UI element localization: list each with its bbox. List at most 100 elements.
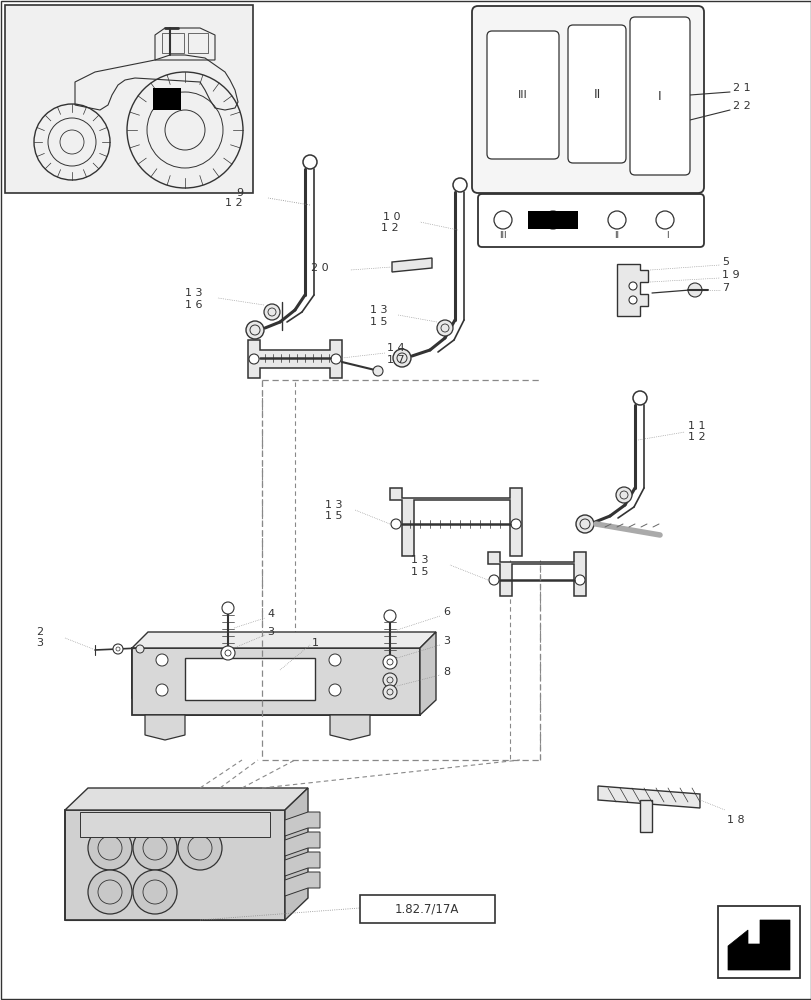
Circle shape bbox=[383, 673, 397, 687]
Bar bbox=[185, 658, 315, 700]
Text: 1 5: 1 5 bbox=[370, 317, 387, 327]
Text: 1 5: 1 5 bbox=[324, 511, 342, 521]
Bar bbox=[152, 88, 181, 110]
Text: I: I bbox=[665, 232, 667, 240]
Polygon shape bbox=[487, 552, 586, 596]
Circle shape bbox=[687, 283, 702, 297]
FancyBboxPatch shape bbox=[478, 194, 703, 247]
Text: II: II bbox=[614, 232, 619, 240]
Polygon shape bbox=[597, 786, 699, 808]
Text: 1 4: 1 4 bbox=[387, 343, 404, 353]
Text: 1 6: 1 6 bbox=[185, 300, 202, 310]
Circle shape bbox=[246, 321, 264, 339]
Text: 9: 9 bbox=[236, 188, 243, 198]
Circle shape bbox=[372, 366, 383, 376]
Polygon shape bbox=[247, 340, 341, 378]
Polygon shape bbox=[392, 258, 431, 272]
Circle shape bbox=[156, 654, 168, 666]
FancyBboxPatch shape bbox=[629, 17, 689, 175]
Text: 1 2: 1 2 bbox=[380, 223, 398, 233]
Circle shape bbox=[88, 826, 132, 870]
Text: 1 3: 1 3 bbox=[185, 288, 202, 298]
Polygon shape bbox=[145, 715, 185, 740]
Text: 1 8: 1 8 bbox=[726, 815, 744, 825]
Polygon shape bbox=[419, 632, 436, 715]
Text: 3: 3 bbox=[36, 638, 44, 648]
Text: 1 1: 1 1 bbox=[687, 421, 705, 431]
Text: 2 1: 2 1 bbox=[732, 83, 749, 93]
Bar bbox=[80, 812, 270, 837]
Text: 1 3: 1 3 bbox=[324, 500, 342, 510]
Polygon shape bbox=[132, 632, 436, 648]
Circle shape bbox=[575, 515, 594, 533]
Text: 7: 7 bbox=[721, 283, 728, 293]
Text: 2: 2 bbox=[36, 627, 44, 637]
Circle shape bbox=[264, 304, 280, 320]
Text: 1 7: 1 7 bbox=[387, 355, 404, 365]
Text: 1 9: 1 9 bbox=[721, 270, 739, 280]
Circle shape bbox=[249, 354, 259, 364]
Circle shape bbox=[633, 391, 646, 405]
Circle shape bbox=[383, 655, 397, 669]
Text: 3: 3 bbox=[267, 627, 273, 637]
Text: 1 3: 1 3 bbox=[410, 555, 428, 565]
Polygon shape bbox=[285, 788, 307, 920]
Polygon shape bbox=[285, 872, 320, 896]
Circle shape bbox=[328, 654, 341, 666]
Text: III: III bbox=[499, 232, 506, 240]
Circle shape bbox=[436, 320, 453, 336]
Circle shape bbox=[133, 870, 177, 914]
Bar bbox=[527, 211, 577, 229]
Circle shape bbox=[178, 826, 221, 870]
Circle shape bbox=[488, 575, 499, 585]
Circle shape bbox=[393, 349, 410, 367]
FancyBboxPatch shape bbox=[487, 31, 558, 159]
Text: II: II bbox=[593, 88, 600, 101]
Circle shape bbox=[574, 575, 584, 585]
Circle shape bbox=[133, 826, 177, 870]
Text: I: I bbox=[658, 90, 661, 103]
Text: 5: 5 bbox=[721, 257, 728, 267]
Text: 1 0: 1 0 bbox=[383, 212, 401, 222]
Text: 1 5: 1 5 bbox=[410, 567, 428, 577]
Text: 8: 8 bbox=[443, 667, 449, 677]
Polygon shape bbox=[389, 488, 521, 556]
Circle shape bbox=[391, 519, 401, 529]
Text: 1 2: 1 2 bbox=[687, 432, 705, 442]
Polygon shape bbox=[329, 715, 370, 740]
Text: 2 0: 2 0 bbox=[311, 263, 328, 273]
Bar bbox=[65, 810, 285, 920]
Polygon shape bbox=[65, 788, 307, 810]
Text: 3: 3 bbox=[443, 636, 449, 646]
Circle shape bbox=[88, 870, 132, 914]
Circle shape bbox=[135, 645, 144, 653]
Polygon shape bbox=[727, 920, 789, 970]
Text: 1.82.7/17A: 1.82.7/17A bbox=[394, 902, 459, 916]
Circle shape bbox=[629, 282, 636, 290]
Circle shape bbox=[156, 684, 168, 696]
Circle shape bbox=[383, 685, 397, 699]
Text: 1 2: 1 2 bbox=[225, 198, 242, 208]
Bar bbox=[132, 648, 419, 715]
Circle shape bbox=[221, 646, 234, 660]
FancyBboxPatch shape bbox=[568, 25, 625, 163]
Circle shape bbox=[303, 155, 316, 169]
Text: 1: 1 bbox=[311, 638, 319, 648]
Circle shape bbox=[629, 296, 636, 304]
Circle shape bbox=[510, 519, 521, 529]
Text: III: III bbox=[517, 90, 527, 100]
Bar bbox=[188, 33, 208, 53]
Circle shape bbox=[221, 602, 234, 614]
Text: 2 2: 2 2 bbox=[732, 101, 750, 111]
FancyBboxPatch shape bbox=[471, 6, 703, 193]
Polygon shape bbox=[285, 852, 320, 876]
Polygon shape bbox=[132, 648, 419, 715]
Text: 6: 6 bbox=[443, 607, 449, 617]
Text: 1 3: 1 3 bbox=[370, 305, 387, 315]
Bar bbox=[359, 895, 495, 923]
Circle shape bbox=[616, 487, 631, 503]
Bar bbox=[162, 33, 184, 53]
Bar bbox=[717, 906, 799, 978]
Polygon shape bbox=[285, 812, 320, 836]
Circle shape bbox=[384, 610, 396, 622]
